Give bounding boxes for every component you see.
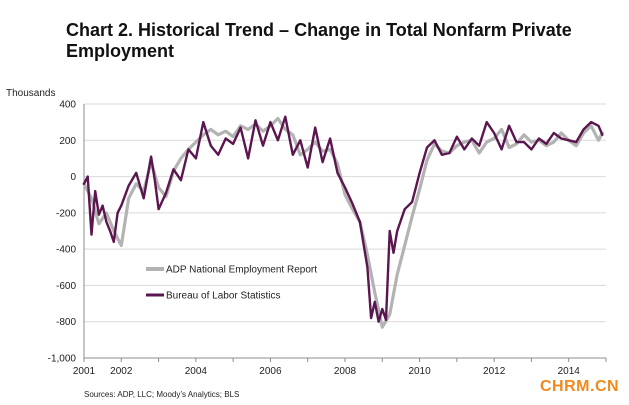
source-note: Sources: ADP, LLC; Moody’s Analytics; BL… xyxy=(84,390,240,399)
watermark-logo: CHRM.CN xyxy=(540,378,620,395)
chart-title: Chart 2. Historical Trend – Change in To… xyxy=(66,20,572,61)
y-tick-label: -1,000 xyxy=(48,354,77,365)
y-tick-label: -400 xyxy=(56,245,76,256)
x-tick-label: 2006 xyxy=(259,366,282,377)
x-tick-label: 2002 xyxy=(110,366,133,377)
series-lines xyxy=(82,115,604,329)
y-axis-unit-label: Thousands xyxy=(6,88,56,99)
x-tick-label: 2004 xyxy=(185,366,208,377)
x-tick-label: 2012 xyxy=(483,366,506,377)
legend-item-bls-label: Bureau of Labor Statistics xyxy=(166,291,281,302)
x-tick-label: 2008 xyxy=(334,366,357,377)
gridlines xyxy=(84,103,606,359)
y-tick-label: -800 xyxy=(56,317,76,328)
x-tick-label: 2014 xyxy=(558,366,581,377)
y-tick-label: 200 xyxy=(59,136,76,147)
x-tick-label: 2010 xyxy=(408,366,431,377)
legend-item-adp-label: ADP National Employment Report xyxy=(166,265,317,276)
y-tick-label: -200 xyxy=(56,208,76,219)
series-bls-line xyxy=(82,115,604,323)
y-tick-label: 0 xyxy=(70,172,76,183)
x-tick-label: 2001 xyxy=(73,366,96,377)
y-tick-label: -600 xyxy=(56,281,76,292)
y-tick-label: 400 xyxy=(59,100,76,111)
legend: ADP National Employment Report Bureau of … xyxy=(146,265,317,302)
